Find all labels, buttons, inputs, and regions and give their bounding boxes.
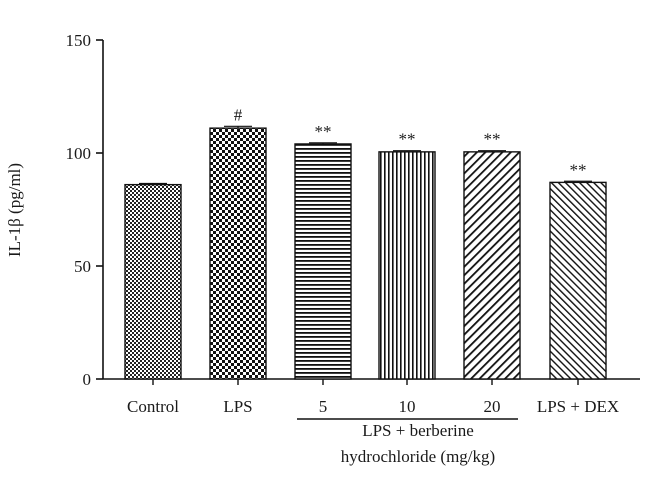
significance-label: **	[570, 160, 587, 179]
y-tick-label: 150	[66, 31, 92, 50]
x-tick-label: Control	[127, 397, 179, 416]
significance-label: **	[399, 130, 416, 149]
x-tick-label: 5	[319, 397, 328, 416]
y-axis-title: IL-1β (pg/ml)	[5, 163, 24, 257]
bar	[549, 181, 607, 380]
bar	[294, 143, 352, 380]
group-label-line-1: LPS + berberine	[362, 421, 474, 440]
bars	[124, 125, 607, 380]
x-tick-label: LPS	[223, 397, 252, 416]
significance-label: **	[484, 130, 501, 149]
y-tick-label: 100	[66, 144, 92, 163]
y-tick-label: 50	[74, 257, 91, 276]
x-tick-label: LPS + DEX	[537, 397, 619, 416]
bar	[378, 151, 436, 380]
group-label-line-2: hydrochloride (mg/kg)	[341, 447, 495, 466]
labels: 0 50 100 150 Control LPS #5 ** 10 ** 20 ** LPS + DEX…	[66, 31, 620, 416]
significance-label: **	[315, 122, 332, 141]
significance-label: #	[234, 105, 243, 124]
y-tick-label: 0	[83, 370, 92, 389]
x-tick-label: 20	[484, 397, 501, 416]
bar	[124, 183, 182, 380]
x-tick-label: 10	[399, 397, 416, 416]
bar	[463, 151, 521, 380]
bar	[209, 127, 267, 380]
